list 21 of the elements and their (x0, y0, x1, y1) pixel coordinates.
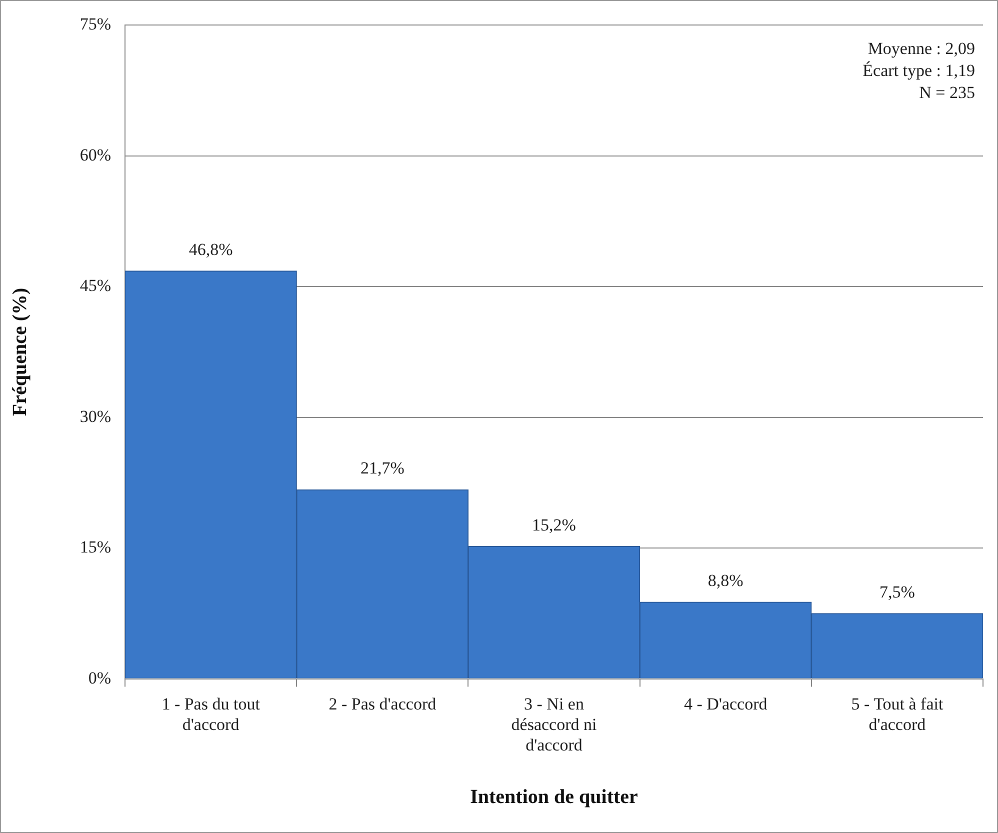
y-tick-label: 15% (80, 538, 111, 557)
y-tick-label: 30% (80, 406, 111, 426)
data-label: 15,2% (532, 515, 576, 534)
data-label: 7,5% (879, 582, 915, 602)
x-tick-label: 4 - D'accord (684, 694, 768, 714)
y-tick-label: 75% (80, 14, 111, 34)
y-tick-label: 60% (80, 145, 111, 164)
annotation: N = 235 (919, 83, 975, 102)
data-label: 8,8% (708, 571, 744, 590)
y-tick-label: 45% (80, 276, 111, 296)
x-axis-title: Intention de quitter (470, 786, 638, 808)
annotation: Moyenne : 2,09 (868, 39, 975, 58)
x-tick-label: 3 - Ni en désaccord ni d'accord (511, 694, 597, 754)
x-tick-label: 1 - Pas du tout d'accord (162, 694, 260, 734)
x-tick-label: 2 - Pas d'accord (328, 694, 437, 714)
y-tick-label: 0% (88, 668, 111, 688)
data-label: 21,7% (360, 458, 404, 478)
y-axis-title: Fréquence (%) (9, 288, 32, 416)
data-label: 46,8% (188, 240, 233, 259)
annotation: Écart type : 1,19 (862, 61, 975, 80)
x-tick-label: 5 - Tout à fait d'accord (851, 694, 944, 734)
